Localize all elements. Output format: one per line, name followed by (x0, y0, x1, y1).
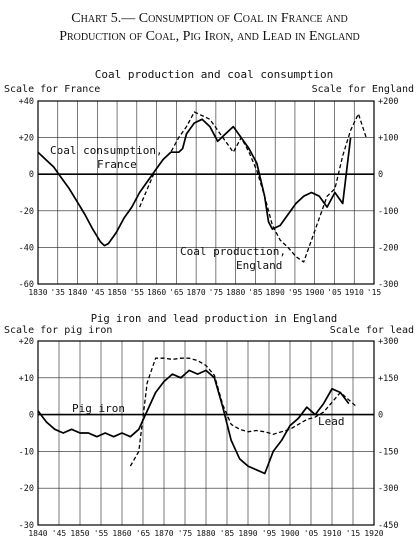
coal-x-tick-label: '75 (209, 288, 224, 297)
coal-left-tick-label: +20 (19, 134, 34, 144)
coal-x-tick-label: '95 (288, 288, 303, 297)
coal-right-tick-label: -200 (378, 243, 398, 253)
coal-right-tick-label: +100 (378, 134, 398, 144)
iron-lead-x-tick-label: '05 (304, 529, 319, 538)
coal-series-coal-consumption-france-line (37, 118, 352, 247)
coal-series-coal-production-england-line (139, 111, 367, 263)
coal-left-tick-label: -40 (19, 243, 34, 253)
series-label-coal-production-1: Coal production, (180, 245, 286, 258)
iron-lead-x-tick-label: 1890 (238, 529, 257, 538)
coal-plot: 1830'35 1840'45 1850'55 1860'65 1870'75 1880 '… (19, 97, 399, 297)
iron-lead-x-tick-label: 1900 (280, 529, 299, 538)
coal-right-tick-label: -100 (378, 207, 398, 217)
right-scale-label-lead: Scale for lead (330, 325, 414, 336)
series-label-coal-consumption-1: Coal consumption, (50, 144, 163, 157)
iron-lead-x-tick-label: '55 (94, 529, 109, 538)
series-label-lead: Lead (318, 415, 345, 428)
coal-x-tick-label: 1850 (107, 288, 126, 297)
iron-lead-left-tick-label: 0 (29, 411, 34, 421)
coal-chart-title: Coal production and coal consumption (95, 68, 333, 81)
coal-x-tick-label: '45 (90, 288, 105, 297)
iron-lead-x-tick-label: '85 (220, 529, 235, 538)
iron-lead-plot: 1840 '45 1850 '55 1860 '65 1870 '75 1880 '85 1890 '… (19, 337, 399, 538)
left-scale-label-pig-iron: Scale for pig iron (4, 325, 112, 336)
coal-left-tick-label: 0 (29, 170, 34, 180)
iron-lead-x-tick-label: 1860 (112, 529, 131, 538)
coal-x-tick-label: 1890 (266, 288, 285, 297)
iron-lead-left-tick-label: -20 (19, 484, 34, 494)
iron-lead-x-tick-label: '65 (136, 529, 151, 538)
coal-x-tick-label: 1900 (305, 288, 324, 297)
iron-lead-right-tick-label: 0 (378, 411, 383, 421)
series-label-pig-iron: Pig iron (72, 402, 125, 415)
coal-x-tick-label: 1880 (226, 288, 245, 297)
iron-lead-x-tick-label: '15 (346, 529, 361, 538)
chart-heading-line-2: Production of Coal, Pig Iron, and Lead i… (59, 29, 360, 44)
coal-left-tick-label: -60 (19, 280, 34, 290)
coal-right-tick-label: -300 (378, 280, 398, 290)
iron-lead-left-tick-label: -10 (19, 447, 34, 457)
iron-lead-x-tick-label: '95 (262, 529, 277, 538)
coal-left-tick-label: +40 (19, 97, 34, 107)
chart-heading-line-1: Chart 5.— Consumption of Coal in France … (71, 11, 348, 26)
coal-x-tick-label: '85 (248, 288, 263, 297)
coal-x-tick-label: 1840 (68, 288, 87, 297)
coal-x-tick-label: '35 (51, 288, 66, 297)
iron-lead-right-tick-label: +300 (378, 337, 398, 347)
coal-x-tick-label: 1910 (345, 288, 364, 297)
coal-x-tick-label: '05 (327, 288, 342, 297)
left-scale-label-france: Scale for France (4, 84, 100, 95)
coal-left-tick-label: -20 (19, 207, 34, 217)
series-label-coal-production-2: England (236, 259, 282, 272)
iron-lead-right-tick-label: -300 (378, 484, 398, 494)
iron-lead-left-tick-label: -30 (19, 521, 34, 531)
iron-lead-right-tick-label: -150 (378, 447, 398, 457)
coal-x-tick-label: 1860 (147, 288, 166, 297)
coal-right-tick-label: 0 (378, 170, 383, 180)
iron-lead-x-tick-label: '45 (52, 529, 67, 538)
iron-lead-left-tick-label: +10 (19, 374, 34, 384)
coal-x-tick-label: '15 (367, 288, 382, 297)
iron-lead-x-tick-label: 1840 (28, 529, 47, 538)
iron-lead-right-tick-label: +150 (378, 374, 398, 384)
iron-lead-frame (37, 340, 375, 526)
coal-x-tick-label: '55 (130, 288, 145, 297)
iron-lead-left-tick-label: +20 (19, 337, 34, 347)
coal-x-tick-label: 1870 (186, 288, 205, 297)
pig-iron-lead-chart-title: Pig iron and lead production in England (91, 313, 338, 325)
iron-lead-x-tick-label: '75 (178, 529, 193, 538)
iron-lead-series-lead-line (129, 357, 358, 467)
iron-lead-x-tick-label: 1920 (364, 529, 383, 538)
right-scale-label-england: Scale for England (312, 84, 414, 95)
coal-frame (37, 100, 375, 285)
iron-lead-right-tick-label: -450 (378, 521, 398, 531)
iron-lead-series-pig-iron-line (37, 369, 350, 475)
iron-lead-x-tick-label: 1850 (70, 529, 89, 538)
iron-lead-x-tick-label: 1880 (196, 529, 215, 538)
coal-right-tick-label: +200 (378, 97, 398, 107)
coal-x-tick-label: 1830 (28, 288, 47, 297)
coal-x-tick-label: '65 (169, 288, 184, 297)
iron-lead-x-tick-label: 1910 (322, 529, 341, 538)
iron-lead-x-tick-label: 1870 (154, 529, 173, 538)
